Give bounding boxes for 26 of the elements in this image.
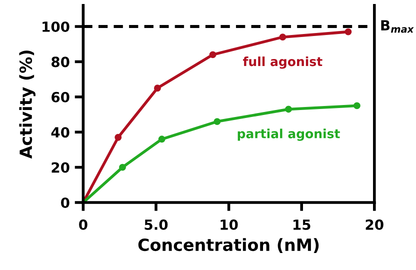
point (158, 136, 166, 143)
series-label: full agonist (242, 56, 322, 69)
y-tick-label: 60 (52, 92, 70, 102)
point (119, 164, 126, 171)
x-tick-label: 15 (294, 220, 310, 230)
point (154, 84, 161, 92)
y-tick-label: 0 (61, 197, 70, 208)
x-tick-label: 20 (366, 219, 384, 230)
point (353, 102, 360, 110)
y-tick-label: 40 (51, 127, 70, 138)
point (214, 118, 221, 126)
series-label: partial agonist (238, 128, 340, 141)
x-axis-title: Concentration (nM) (138, 238, 319, 254)
y-tick-label: 80 (52, 56, 70, 68)
ref-line-label: B$_{max}$ (381, 20, 414, 33)
point (114, 134, 122, 141)
point (285, 106, 292, 113)
x-tick-label: 0 (79, 219, 88, 230)
point (209, 51, 216, 58)
y-tick-label: 100 (42, 21, 70, 32)
y-axis-title: Activity (%) (19, 50, 36, 159)
x-tick-label: 10 (220, 219, 238, 230)
y-tick-label: 20 (52, 162, 70, 173)
x-tick-label: 5.0 (144, 219, 168, 230)
point (279, 34, 286, 41)
point (344, 28, 352, 36)
